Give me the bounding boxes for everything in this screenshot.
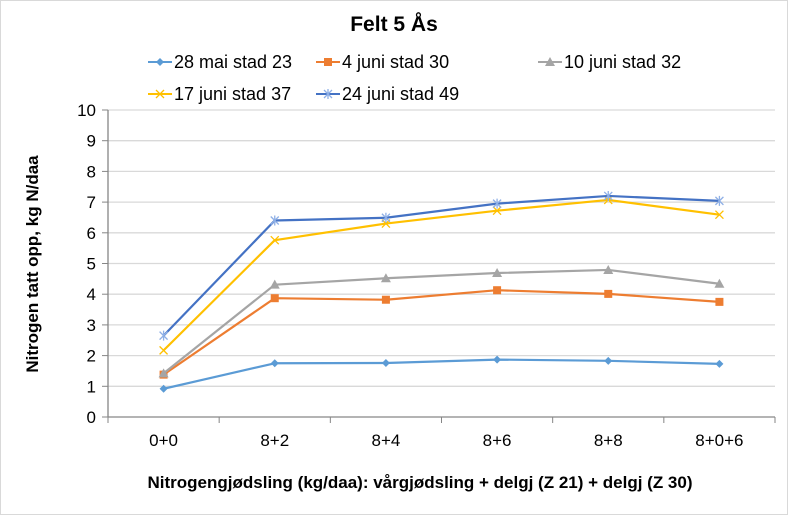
series-4-juni-stad-30: 4 juni stad 30: 0+0 = 1.384 juni stad 30… <box>159 286 724 379</box>
data-point: 4 juni stad 30: 8+0+6 = 3.75 <box>715 297 724 306</box>
y-tick-label: 0 <box>87 408 96 427</box>
series-line <box>162 198 720 352</box>
legend-marker-icon <box>545 57 555 66</box>
data-point: 24 juni stad 49: 8+8 = 7.2 <box>603 190 613 201</box>
y-tick-label: 9 <box>87 132 96 151</box>
x-axis-label: Nitrogengjødsling (kg/daa): vårgjødsling… <box>148 473 693 492</box>
gridlines <box>108 109 775 387</box>
data-point: 4 juni stad 30: 8+4 = 3.82 <box>381 295 390 304</box>
series-line <box>163 358 720 390</box>
chart-title: Felt 5 Ås <box>350 12 438 36</box>
data-point: 28 mai stad 23: 8+6 = 1.87 <box>493 355 502 364</box>
y-tick-label: 3 <box>87 316 96 335</box>
legend-label: 10 juni stad 32 <box>564 52 681 72</box>
y-tick-label: 1 <box>87 377 96 396</box>
data-point: 4 juni stad 30: 8+8 = 4.01 <box>604 289 613 298</box>
x-tick-label: 8+6 <box>483 431 512 450</box>
legend-marker-icon <box>156 58 164 66</box>
data-point: 28 mai stad 23: 0+0 = 0.92 <box>159 384 168 393</box>
legend-label: 28 mai stad 23 <box>174 52 292 72</box>
data-point: 10 juni stad 32: 8+6 = 4.69 <box>492 268 503 278</box>
legend-item: 4 juni stad 30 <box>316 52 449 72</box>
legend-marker-icon <box>155 89 165 99</box>
data-point: 10 juni stad 32: 0+0 = 1.42 <box>158 368 169 378</box>
y-tick-label: 6 <box>87 224 96 243</box>
data-point: 28 mai stad 23: 8+8 = 1.83 <box>604 356 613 365</box>
axes: 0 1 2 3 4 5 6 7 8 9 10 0+0 8+2 8+4 8+6 8+8 8+0+6 <box>77 101 776 450</box>
series-28-mai-stad-23: 28 mai stad 23: 0+0 = 0.92 28 mai stad 23… <box>159 355 724 393</box>
legend-item: 28 mai stad 23 <box>148 52 292 72</box>
legend: 28 mai stad 23 4 juni stad 30 10 juni stad… <box>148 52 681 104</box>
x-tick-label: 8+0+6 <box>695 431 743 450</box>
series-group: 28 mai stad 23: 0+0 = 0.92 28 mai stad 23… <box>158 190 725 393</box>
data-point: 28 mai stad 23: 8+0+6 = 1.73 <box>715 359 724 368</box>
data-point: 17 juni stad 37: 8+2 = 5.76 <box>270 235 280 245</box>
series-24-juni-stad-49: 24 juni stad 49: 0+0 = 2.65 24 juni stad … <box>159 190 724 341</box>
series-line <box>162 289 720 376</box>
y-tick-label: 10 <box>77 101 96 120</box>
data-point: 28 mai stad 23: 8+2 = 1.75 <box>270 359 279 368</box>
series-line <box>162 268 720 375</box>
data-point: 24 juni stad 49: 8+4 = 6.49 <box>381 212 391 223</box>
x-tick-label: 0+0 <box>149 431 178 450</box>
legend-item: 10 juni stad 32 <box>538 52 681 72</box>
y-axis-label: Nitrogen tatt opp, kg N/daa <box>23 155 42 373</box>
data-point: 24 juni stad 49: 0+0 = 2.65 <box>159 330 169 341</box>
data-point: 4 juni stad 30: 8+6 = 4.13 <box>493 286 502 295</box>
data-point: 4 juni stad 30: 8+2 = 3.87 <box>270 294 279 303</box>
data-point: 28 mai stad 23: 8+4 = 1.76 <box>381 358 390 367</box>
y-tick-label: 5 <box>87 255 96 274</box>
data-point: 24 juni stad 49: 8+0+6 = 7.04 <box>714 195 724 206</box>
legend-marker-icon <box>323 89 333 99</box>
y-tick-label: 7 <box>87 193 96 212</box>
y-tick-label: 2 <box>87 347 96 366</box>
legend-item: 17 juni stad 37 <box>148 84 291 104</box>
legend-label: 4 juni stad 30 <box>342 52 449 72</box>
data-point: 24 juni stad 49: 8+2 = 6.4 <box>270 215 280 226</box>
y-tick-label: 8 <box>87 162 96 181</box>
legend-marker-icon <box>324 58 332 66</box>
data-point: 17 juni stad 37: 0+0 = 2.17 <box>159 345 169 355</box>
data-point: 10 juni stad 32: 8+0+6 = 4.34 <box>714 278 725 288</box>
x-tick-label: 8+2 <box>260 431 289 450</box>
data-point: 10 juni stad 32: 8+8 = 4.79 <box>603 264 614 274</box>
legend-item: 24 juni stad 49 <box>316 84 459 104</box>
data-point: 10 juni stad 32: 8+2 = 4.31 <box>269 279 280 289</box>
data-point: 24 juni stad 49: 8+6 = 6.95 <box>492 198 502 209</box>
x-tick-label: 8+8 <box>594 431 623 450</box>
data-point: 17 juni stad 37: 8+0+6 = 6.59 <box>714 210 724 220</box>
x-tick-label: 8+4 <box>371 431 400 450</box>
series-17-juni-stad-37: 17 juni stad 37: 0+0 = 2.17 17 juni stad … <box>159 195 724 355</box>
series-10-juni-stad-32: 10 juni stad 32: 0+0 = 1.42 10 juni stad … <box>158 264 725 378</box>
legend-label: 24 juni stad 49 <box>342 84 459 104</box>
data-point: 10 juni stad 32: 8+4 = 4.52 <box>380 273 391 283</box>
legend-label: 17 juni stad 37 <box>174 84 291 104</box>
series-line <box>162 194 720 337</box>
data-point: 17 juni stad 37: 8+6 = 6.72 <box>492 206 502 216</box>
y-tick-label: 4 <box>87 285 96 304</box>
